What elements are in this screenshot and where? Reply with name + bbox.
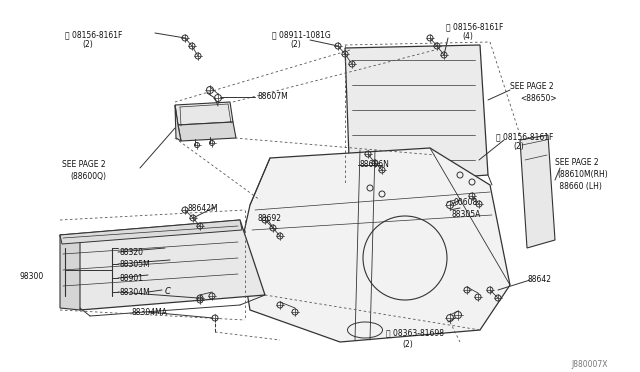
Text: 88642: 88642 (528, 275, 552, 284)
Polygon shape (345, 45, 488, 185)
Text: 88642M: 88642M (188, 204, 219, 213)
Text: 88320: 88320 (120, 248, 144, 257)
Text: J880007X: J880007X (572, 360, 608, 369)
Text: 88304MA: 88304MA (132, 308, 168, 317)
Text: SEE PAGE 2: SEE PAGE 2 (62, 160, 106, 169)
Polygon shape (60, 220, 265, 310)
Text: (88610M(RH): (88610M(RH) (557, 170, 608, 179)
Text: (2): (2) (82, 40, 93, 49)
Polygon shape (240, 148, 510, 342)
Text: Ⓑ 08156-8161F: Ⓑ 08156-8161F (65, 30, 122, 39)
Text: (2): (2) (402, 340, 413, 349)
Text: Ⓝ 08911-1081G: Ⓝ 08911-1081G (272, 30, 331, 39)
Polygon shape (60, 235, 80, 310)
Polygon shape (60, 220, 242, 244)
Text: 88901: 88901 (120, 274, 144, 283)
Text: C: C (165, 286, 171, 295)
Text: Ⓑ 08156-8161F: Ⓑ 08156-8161F (446, 22, 504, 31)
Text: 88304M: 88304M (120, 288, 151, 297)
Text: 00608: 00608 (453, 198, 477, 207)
Polygon shape (175, 105, 181, 141)
Text: 98300: 98300 (20, 272, 44, 281)
Text: 88692: 88692 (258, 214, 282, 223)
Text: Ⓢ 08363-81698: Ⓢ 08363-81698 (386, 328, 444, 337)
Text: (4): (4) (462, 32, 473, 41)
Text: (2): (2) (290, 40, 301, 49)
Text: SEE PAGE 2: SEE PAGE 2 (555, 158, 598, 167)
Text: 88305A: 88305A (451, 210, 481, 219)
Polygon shape (178, 122, 236, 141)
Polygon shape (520, 135, 555, 248)
Text: 88660 (LH): 88660 (LH) (557, 182, 602, 191)
Polygon shape (175, 102, 233, 125)
Text: 88606N: 88606N (360, 160, 390, 169)
Text: Ⓑ 08156-8161F: Ⓑ 08156-8161F (496, 132, 554, 141)
Text: 88607M: 88607M (258, 92, 289, 101)
Text: <88650>: <88650> (520, 94, 557, 103)
Text: 88305M: 88305M (120, 260, 151, 269)
Text: (2): (2) (513, 142, 524, 151)
Text: SEE PAGE 2: SEE PAGE 2 (510, 82, 554, 91)
Text: (88600Q): (88600Q) (70, 172, 106, 181)
